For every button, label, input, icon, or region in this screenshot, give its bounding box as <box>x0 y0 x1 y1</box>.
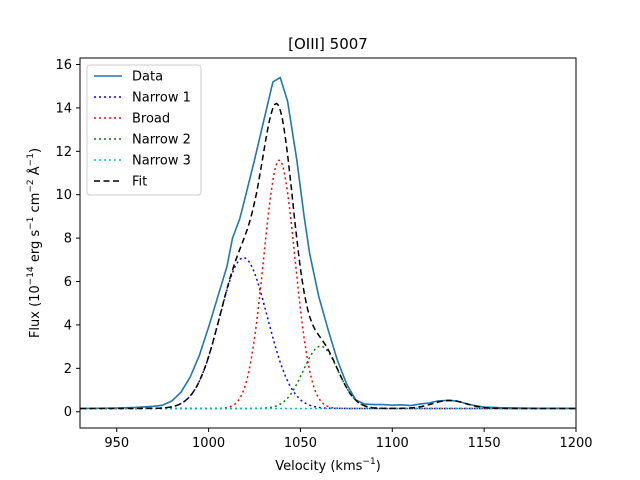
y-tick-label: 2 <box>64 362 72 377</box>
x-axis-ticks: 950 1000 1050 1100 1150 1200 <box>104 428 593 451</box>
y-axis-title-e: ) <box>28 148 43 153</box>
x-tick-label: 1000 <box>192 436 225 451</box>
y-axis-title-c: cm <box>28 193 43 217</box>
y-tick-label: 10 <box>55 188 72 203</box>
y-axis-title-d-sup: −1 <box>26 153 36 166</box>
plot-frame <box>79 57 577 429</box>
legend-label-narrow-1: Narrow 1 <box>132 91 191 106</box>
legend-label-fit: Fit <box>132 175 147 190</box>
chart-title: [OIII] 5007 <box>288 35 368 53</box>
y-tick-label: 0 <box>64 405 72 420</box>
y-tick-label: 16 <box>55 58 72 73</box>
y-axis-title-c-sup: −2 <box>26 179 36 192</box>
series-line-broad <box>80 159 576 410</box>
x-tick-label: 1200 <box>559 436 592 451</box>
legend-label-broad: Broad <box>132 112 170 127</box>
y-axis-ticks: 0 2 4 6 8 10 12 14 16 <box>55 58 80 420</box>
x-axis-title-close: ) <box>376 459 381 474</box>
y-axis-title: Flux (10−14 erg s−1 cm−2 Å−1) <box>26 148 43 338</box>
x-axis-title: Velocity (kms−1) <box>275 457 381 474</box>
y-axis-title-d: Å <box>27 166 43 179</box>
y-tick-label: 4 <box>64 318 72 333</box>
y-tick-label: 14 <box>55 101 72 116</box>
y-tick-label: 8 <box>64 232 72 247</box>
y-axis-title-a: Flux (10 <box>28 285 43 338</box>
legend-label-data: Data <box>132 70 163 85</box>
y-axis-title-a-sup: −14 <box>26 266 36 285</box>
legend: Data Narrow 1 Broad Narrow 2 Narrow 3 Fit <box>86 64 202 196</box>
x-axis-title-text: Velocity (kms <box>275 459 362 474</box>
y-axis-title-b: erg s <box>28 230 43 267</box>
x-tick-label: 950 <box>104 436 129 451</box>
plot-lines <box>80 76 576 410</box>
legend-label-narrow-2: Narrow 2 <box>132 133 191 148</box>
x-tick-label: 1150 <box>468 436 501 451</box>
x-tick-label: 1100 <box>376 436 409 451</box>
y-tick-label: 6 <box>64 275 72 290</box>
x-axis-title-sup: −1 <box>362 457 375 467</box>
legend-label-narrow-3: Narrow 3 <box>132 154 191 169</box>
x-tick-label: 1050 <box>284 436 317 451</box>
y-axis-title-b-sup: −1 <box>26 217 36 230</box>
y-tick-label: 12 <box>55 145 72 160</box>
series-line-fit <box>80 102 576 410</box>
